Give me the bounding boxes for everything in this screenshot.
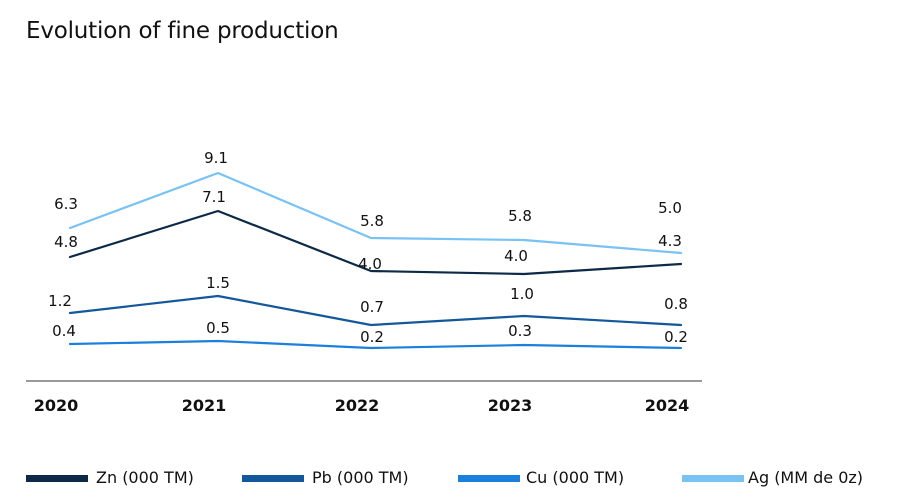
series-line-0 [68, 209, 683, 276]
data-label: 5.8 [360, 212, 384, 230]
x-axis-labels: 2020 2021 2022 2023 2024 [34, 396, 690, 415]
series-line-1 [68, 294, 683, 327]
data-label: 1.2 [48, 292, 72, 310]
data-label: 4.0 [504, 247, 528, 265]
data-label: 4.8 [54, 233, 78, 251]
series-lines [68, 171, 683, 350]
data-label: 4.0 [358, 255, 382, 273]
data-label: 0.2 [664, 328, 688, 346]
data-label: 0.7 [360, 298, 384, 316]
legend-item: Zn (000 TM) [26, 468, 194, 487]
data-label: 7.1 [202, 188, 226, 206]
x-tick-label: 2023 [488, 396, 533, 415]
data-label: 5.8 [508, 207, 532, 225]
data-label: 0.5 [206, 319, 230, 337]
data-label: 1.5 [206, 274, 230, 292]
series-line-2 [68, 339, 683, 350]
series-line-3 [68, 171, 683, 255]
legend-swatch [458, 475, 520, 482]
data-label: 0.8 [664, 295, 688, 313]
data-labels: 4.8 7.1 4.0 4.0 4.3 1.2 1.5 0.7 1.0 0.8 0.4 0.5 0.2 0… [48, 149, 688, 346]
data-label: 0.4 [52, 322, 76, 340]
legend-item: Cu (000 TM) [458, 468, 624, 487]
legend-swatch [26, 475, 88, 482]
data-label: 6.3 [54, 195, 78, 213]
data-label: 0.3 [508, 322, 532, 340]
legend-swatch [242, 475, 304, 482]
data-label: 9.1 [204, 149, 228, 167]
legend-item: Ag (MM de 0z) [682, 468, 863, 487]
data-label: 1.0 [510, 285, 534, 303]
x-tick-label: 2024 [645, 396, 690, 415]
data-label: 5.0 [658, 199, 682, 217]
legend-label: Zn (000 TM) [96, 468, 194, 487]
legend-swatch [682, 475, 744, 482]
legend: Zn (000 TM) Pb (000 TM) Cu (000 TM) Ag (MM … [26, 468, 863, 487]
legend-item: Pb (000 TM) [242, 468, 409, 487]
x-tick-label: 2020 [34, 396, 79, 415]
legend-label: Cu (000 TM) [526, 468, 624, 487]
data-label: 0.2 [360, 328, 384, 346]
chart-title: Evolution of fine production [26, 18, 339, 44]
legend-label: Pb (000 TM) [312, 468, 409, 487]
x-tick-label: 2021 [182, 396, 227, 415]
legend-label: Ag (MM de 0z) [748, 468, 863, 487]
data-label: 4.3 [658, 232, 682, 250]
x-tick-label: 2022 [335, 396, 380, 415]
